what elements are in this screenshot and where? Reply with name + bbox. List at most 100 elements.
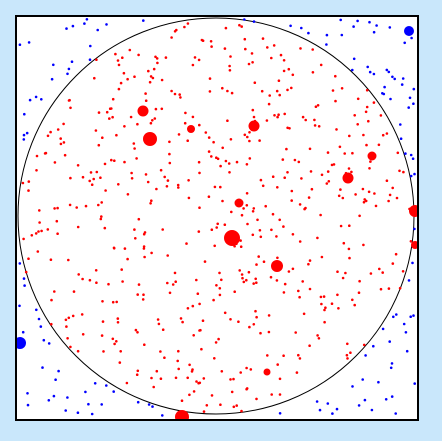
inside-point	[300, 177, 303, 180]
inside-point	[177, 133, 181, 136]
inside-point	[123, 160, 126, 164]
inside-point	[164, 56, 168, 59]
inside-point	[72, 290, 76, 293]
inside-point	[242, 280, 246, 284]
inside-point	[342, 241, 346, 245]
inside-point	[197, 58, 201, 62]
inside-point	[398, 169, 401, 173]
inside-point	[215, 284, 218, 287]
inside-marker	[234, 198, 244, 208]
inside-point	[202, 410, 206, 413]
outside-point	[400, 83, 404, 86]
inside-point	[55, 219, 59, 223]
inside-point	[276, 256, 279, 260]
inside-point	[173, 92, 177, 96]
outside-point	[363, 398, 367, 402]
inside-point	[168, 152, 171, 156]
simulation-canvas	[15, 15, 419, 421]
inside-point	[133, 228, 136, 231]
outside-point	[407, 106, 411, 109]
inside-point	[175, 28, 178, 32]
inside-point	[168, 291, 172, 295]
inside-point	[204, 131, 208, 134]
inside-point	[69, 176, 72, 180]
inside-point	[218, 293, 222, 297]
inside-point	[357, 291, 361, 295]
inside-point	[361, 187, 365, 191]
inside-point	[278, 393, 282, 396]
inside-point	[149, 121, 153, 125]
inside-point	[143, 255, 146, 259]
inside-point	[210, 155, 213, 158]
inside-point	[177, 186, 180, 189]
outside-point	[67, 67, 71, 71]
inside-point	[77, 273, 80, 276]
outside-point	[331, 412, 334, 415]
inside-point	[394, 252, 398, 256]
inside-point	[311, 71, 315, 74]
inside-point	[125, 381, 129, 385]
inside-point	[76, 225, 80, 229]
inside-point	[195, 380, 198, 383]
inside-point	[94, 269, 98, 272]
inside-point	[202, 377, 206, 380]
inside-point	[107, 282, 110, 286]
inside-point	[115, 300, 118, 304]
inside-point	[219, 185, 222, 189]
inside-point	[149, 75, 153, 78]
inside-point	[122, 71, 126, 75]
outside-point	[71, 24, 75, 28]
inside-point	[69, 106, 72, 110]
inside-point	[283, 112, 287, 116]
inside-point	[302, 312, 306, 316]
outside-point	[377, 380, 380, 384]
outside-point	[412, 102, 415, 105]
inside-point	[49, 130, 52, 134]
inside-point	[116, 59, 120, 62]
outside-point	[64, 409, 67, 412]
outside-point	[375, 24, 378, 27]
inside-point	[123, 125, 126, 128]
inside-point	[317, 337, 321, 340]
inside-point	[115, 340, 118, 343]
inside-point	[322, 295, 326, 298]
outside-point	[89, 44, 92, 48]
inside-point	[153, 117, 157, 120]
inside-point	[239, 245, 243, 248]
outside-point	[52, 63, 55, 67]
inside-point	[152, 385, 155, 389]
inside-point	[59, 142, 63, 146]
inside-point	[174, 376, 178, 380]
inside-point	[308, 287, 312, 291]
outside-point	[361, 378, 365, 381]
inside-point	[354, 193, 357, 196]
outside-point	[112, 390, 115, 393]
inside-point	[184, 111, 187, 115]
inside-point	[265, 119, 269, 122]
inside-point	[101, 320, 105, 323]
outside-point	[352, 25, 355, 28]
inside-point	[339, 188, 342, 191]
outside-point	[351, 68, 354, 72]
inside-point	[229, 318, 232, 321]
outside-point	[22, 277, 26, 280]
inside-point	[142, 293, 145, 297]
inside-point	[248, 131, 251, 134]
inside-point	[301, 280, 305, 283]
inside-point	[223, 47, 227, 50]
inside-point	[37, 230, 40, 233]
inside-point	[230, 91, 234, 95]
inside-point	[160, 78, 164, 82]
inside-point	[27, 189, 30, 192]
inside-point	[237, 320, 240, 324]
inside-point	[163, 356, 166, 360]
inside-point	[388, 193, 392, 197]
inside-point	[228, 69, 232, 72]
inside-point	[251, 233, 255, 237]
inside-point	[88, 179, 91, 183]
inside-point	[212, 140, 215, 144]
outside-point	[22, 138, 26, 141]
inside-point	[326, 170, 330, 173]
outside-point	[278, 412, 282, 415]
inside-point	[166, 281, 169, 285]
